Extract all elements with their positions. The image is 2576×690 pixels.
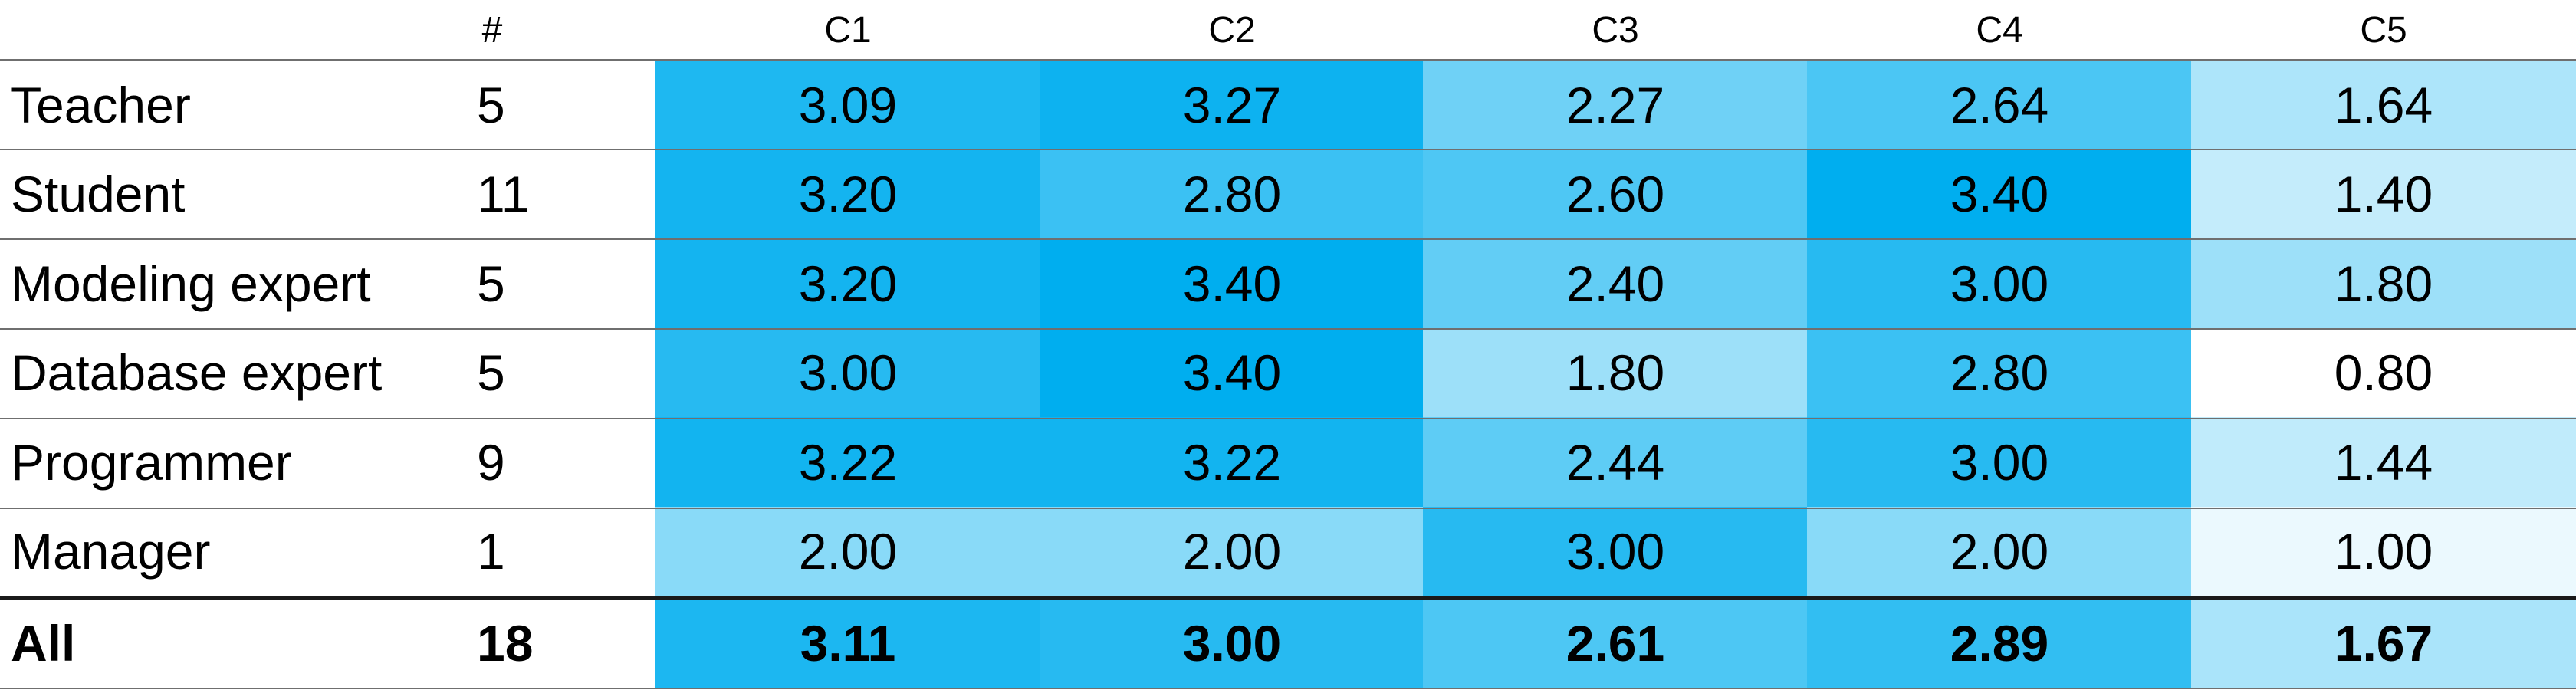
heat-cell: 3.20 — [656, 149, 1040, 239]
heat-cell: 2.64 — [1807, 60, 2192, 150]
row-count: 5 — [477, 344, 505, 401]
heat-cell: 3.00 — [656, 327, 1040, 418]
total-row-count: 18 — [477, 614, 534, 672]
row-label: Teacher — [11, 76, 191, 133]
heat-cell: 2.40 — [1423, 238, 1808, 328]
heat-cell: 1.00 — [2191, 506, 2576, 596]
heat-cell: 2.27 — [1423, 60, 1808, 150]
heat-cell: 3.00 — [1423, 506, 1808, 596]
total-heat-cell: 2.89 — [1807, 598, 2192, 688]
heat-cell: 3.40 — [1040, 238, 1424, 328]
heat-cell: 1.80 — [2191, 238, 2576, 328]
header-col-c1: C1 — [824, 9, 872, 51]
total-heat-cell: 1.67 — [2191, 598, 2576, 688]
row-separator-line — [0, 59, 2576, 61]
header-col-c5: C5 — [2360, 9, 2407, 51]
row-separator-line — [0, 238, 2576, 240]
heat-cell: 1.80 — [1423, 327, 1808, 418]
heat-cell: 3.27 — [1040, 60, 1424, 150]
row-separator-line — [0, 328, 2576, 330]
row-separator-line — [0, 418, 2576, 419]
heat-cell: 1.44 — [2191, 417, 2576, 507]
row-label: Database expert — [11, 344, 383, 401]
heat-cell: 2.00 — [1807, 506, 2192, 596]
heat-cell: 3.22 — [656, 417, 1040, 507]
total-row-label: All — [11, 614, 76, 672]
row-count: 1 — [477, 523, 505, 580]
heat-cell: 2.80 — [1040, 149, 1424, 239]
row-count: 5 — [477, 255, 505, 312]
row-label: Modeling expert — [11, 255, 371, 312]
heat-cell: 3.40 — [1040, 327, 1424, 418]
heat-cell: 3.20 — [656, 238, 1040, 328]
heat-cell: 2.80 — [1807, 327, 2192, 418]
header-col-c2: C2 — [1208, 9, 1256, 51]
row-label: Programmer — [11, 433, 292, 491]
row-count: 11 — [477, 166, 530, 222]
heat-cell: 1.64 — [2191, 60, 2576, 150]
heat-cell: 3.40 — [1807, 149, 2192, 239]
row-label: Student — [11, 166, 186, 222]
heat-cell: 2.60 — [1423, 149, 1808, 239]
heat-cell: 1.40 — [2191, 149, 2576, 239]
heat-cell: 0.80 — [2191, 327, 2576, 418]
heat-cell: 3.00 — [1807, 417, 2192, 507]
row-label: Manager — [11, 523, 211, 580]
total-heat-cell: 3.11 — [656, 598, 1040, 688]
total-heat-cell: 2.61 — [1423, 598, 1808, 688]
row-count: 9 — [477, 433, 505, 491]
row-separator-line — [0, 688, 2576, 689]
row-separator-line — [0, 508, 2576, 509]
heat-cell: 2.00 — [1040, 506, 1424, 596]
total-separator-line — [0, 596, 2576, 600]
heat-cell: 3.22 — [1040, 417, 1424, 507]
total-heat-cell: 3.00 — [1040, 598, 1424, 688]
header-count: # — [481, 9, 503, 51]
heat-cell: 2.44 — [1423, 417, 1808, 507]
header-col-c4: C4 — [1976, 9, 2023, 51]
row-separator-line — [0, 149, 2576, 150]
heat-cell: 3.09 — [656, 60, 1040, 150]
row-count: 5 — [477, 76, 505, 133]
heat-cell: 3.00 — [1807, 238, 2192, 328]
heat-cell: 2.00 — [656, 506, 1040, 596]
header-col-c3: C3 — [1592, 9, 1639, 51]
